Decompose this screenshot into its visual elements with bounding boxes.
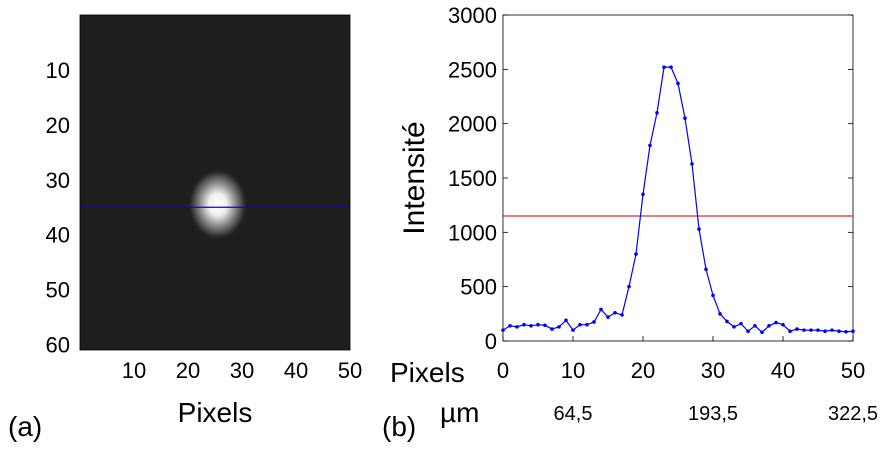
intensity-point (550, 327, 554, 331)
b-y-tick-label: 3000 (448, 3, 497, 28)
a-x-tick-label: 30 (230, 358, 254, 383)
intensity-point (543, 323, 547, 328)
intensity-point (844, 329, 848, 334)
intensity-point (655, 111, 659, 115)
intensity-point (774, 320, 778, 325)
panel-a-label: (a) (8, 411, 42, 442)
a-y-tick-label: 10 (46, 58, 70, 83)
b-um-tick-label: 193,5 (688, 403, 738, 425)
intensity-point (606, 315, 610, 319)
intensity-point (529, 323, 533, 328)
panel-a-xlabel: Pixels (178, 397, 253, 428)
panel-b-label: (b) (382, 411, 416, 442)
b-x-tick-label: 20 (631, 358, 655, 383)
light-spot (187, 168, 248, 241)
a-y-tick-label: 20 (46, 113, 70, 138)
intensity-point (732, 325, 736, 329)
intensity-point (711, 293, 715, 298)
intensity-point (704, 267, 708, 272)
image-frame (79, 14, 351, 351)
intensity-point (823, 329, 827, 334)
a-x-tick-label: 10 (122, 358, 146, 383)
intensity-point (760, 330, 764, 335)
intensity-point (802, 328, 806, 332)
b-y-tick-label: 1000 (448, 220, 497, 245)
intensity-point (620, 313, 624, 317)
panel-b: 0 500 1000 1500 2000 2500 3000 0 10 20 30 40 50 Int… (382, 3, 878, 442)
b-um-tick-label: 322,5 (828, 403, 878, 425)
panel-a-x-ticks: 10 20 30 40 50 (122, 358, 362, 383)
intensity-point (690, 162, 694, 166)
b-y-tick-label: 500 (460, 275, 497, 300)
intensity-point (501, 328, 505, 332)
intensity-point (508, 323, 512, 328)
b-y-tick-label: 2500 (448, 57, 497, 82)
a-y-tick-label: 60 (46, 333, 70, 358)
x-axis-um-label: µm (440, 397, 479, 428)
intensity-point (781, 322, 785, 327)
intensity-point (816, 328, 820, 332)
intensity-point (683, 116, 687, 121)
intensity-point (746, 329, 750, 334)
intensity-point (837, 329, 841, 334)
panel-a-y-ticks: 10 20 30 40 50 60 (46, 58, 70, 358)
intensity-point (536, 322, 540, 327)
intensity-point (515, 325, 519, 329)
plot-area (502, 14, 854, 342)
a-x-tick-label: 40 (284, 358, 308, 383)
intensity-point (851, 329, 855, 334)
intensity-series (501, 65, 855, 335)
b-x-tick-label: 0 (497, 358, 509, 383)
b-x-tick-label: 50 (841, 358, 865, 383)
intensity-point (718, 312, 722, 316)
intensity-point (571, 328, 575, 332)
intensity-point (564, 318, 568, 323)
intensity-point (830, 328, 834, 332)
intensity-point (557, 325, 561, 329)
intensity-point (725, 319, 729, 324)
panel-b-x-ticks: 0 10 20 30 40 50 (497, 336, 865, 383)
b-x-tick-label: 30 (701, 358, 725, 383)
intensity-point (809, 328, 813, 332)
intensity-point (767, 323, 771, 328)
panel-b-ylabel: Intensité (398, 121, 431, 234)
intensity-point (599, 307, 603, 312)
intensity-point (522, 322, 526, 327)
intensity-point (753, 323, 757, 328)
b-y-tick-label: 2000 (448, 112, 497, 137)
a-y-tick-label: 30 (46, 168, 70, 193)
intensity-point (613, 310, 617, 315)
x-axis-pixels-label: Pixels (390, 357, 465, 388)
intensity-point (592, 320, 596, 324)
intensity-point (648, 143, 652, 148)
intensity-point (697, 227, 701, 231)
intensity-point (788, 329, 792, 334)
b-y-tick-label: 1500 (448, 166, 497, 191)
intensity-point (676, 81, 680, 86)
b-y-tick-label: 0 (485, 329, 497, 354)
a-x-tick-label: 50 (338, 358, 362, 383)
intensity-point (641, 192, 645, 197)
intensity-point (634, 252, 638, 256)
panel-b-y-ticks: 0 500 1000 1500 2000 2500 3000 (448, 3, 853, 354)
a-x-tick-label: 20 (176, 358, 200, 383)
intensity-point (662, 65, 666, 69)
intensity-point (578, 322, 582, 327)
b-x-tick-label: 40 (771, 358, 795, 383)
intensity-point (795, 327, 799, 331)
intensity-point (585, 322, 589, 327)
intensity-point (627, 284, 631, 289)
b-um-tick-label: 64,5 (554, 403, 593, 425)
intensity-point (669, 65, 673, 69)
a-y-tick-label: 40 (46, 223, 70, 248)
intensity-point (739, 321, 743, 326)
a-y-tick-label: 50 (46, 278, 70, 303)
panel-a: 10 20 30 40 50 60 10 20 30 40 50 Pixels (a) (8, 14, 362, 442)
b-x-tick-label: 10 (561, 358, 585, 383)
panel-b-um-ticks: 64,5 193,5 322,5 (554, 403, 879, 425)
